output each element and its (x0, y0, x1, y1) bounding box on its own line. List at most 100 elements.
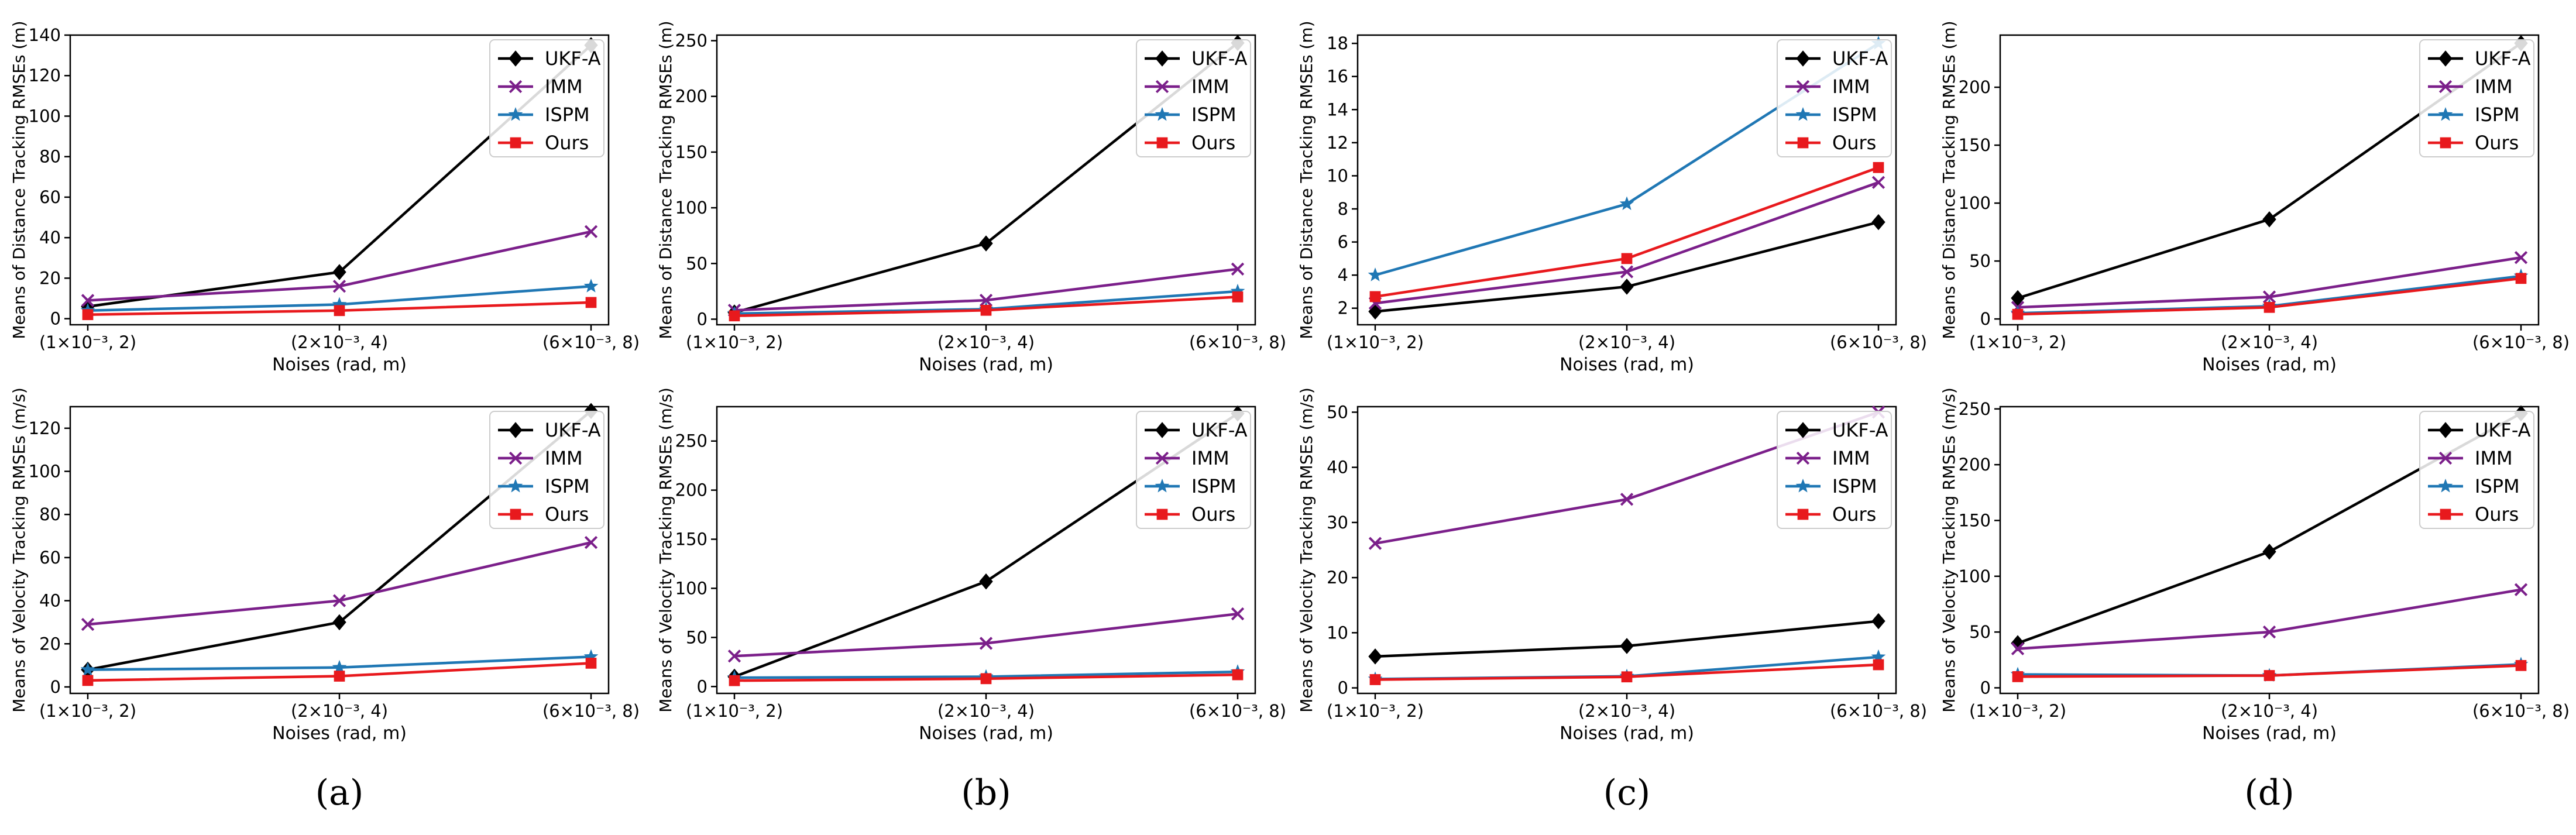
point-imm-0 (81, 617, 95, 631)
y-tick-label: 50 (686, 253, 707, 273)
point-ispm-1 (1619, 196, 1634, 210)
panel-d-distance: 0 50 100 150 200 (1×10⁻³, 2) (2×10⁻³, 4) (6×10⁻… (1939, 20, 2570, 375)
series-ours (82, 658, 597, 686)
x-tick-label: (2×10⁻³, 4) (1578, 332, 1675, 352)
x-tick-label: (2×10⁻³, 4) (291, 701, 388, 721)
point-imm-1 (2262, 290, 2276, 304)
point-ours-0 (729, 310, 740, 322)
x-axis-label: Noises (rad, m) (1560, 355, 1694, 375)
y-tick-label: 4 (1338, 265, 1348, 285)
legend-label-ours: Ours (1832, 503, 1876, 525)
legend-label-ours: Ours (545, 503, 589, 525)
legend-marker-ours (2440, 137, 2451, 149)
legend-marker-imm (2438, 451, 2453, 465)
x-tick-label: (2×10⁻³, 4) (2221, 332, 2318, 352)
point-imm-2-stroke-b (2514, 250, 2528, 264)
legend-marker-imm (1796, 80, 1810, 94)
legend-marker-imm-stroke-b (1155, 80, 1169, 94)
legend-marker-imm-stroke-b (2438, 80, 2453, 94)
legend-label-ispm: ISPM (2475, 104, 2520, 126)
y-tick-label: 50 (1327, 402, 1348, 422)
legend-marker-ukf-a (1155, 50, 1169, 67)
y-axis-label: Means of Distance Tracking RMSEs (m) (1297, 20, 1316, 339)
point-imm-2 (584, 535, 598, 549)
legend-label-imm: IMM (545, 75, 583, 98)
x-tick-label: (6×10⁻³, 8) (542, 701, 640, 721)
point-imm-0-stroke-b (1368, 537, 1382, 550)
point-imm-1-stroke-b (1620, 493, 1634, 506)
point-ispm-2 (583, 279, 599, 293)
legend: UKF-A IMM ISPM Ours (1777, 39, 1892, 157)
point-ours-1 (1621, 253, 1633, 264)
legend-label-imm: IMM (545, 447, 583, 469)
series-ours (729, 669, 1244, 686)
point-imm-2 (1231, 262, 1245, 276)
point-ours-0 (729, 675, 740, 686)
legend-label-imm: IMM (1191, 447, 1229, 469)
point-imm-1 (1620, 493, 1634, 506)
series-imm (81, 225, 598, 307)
legend-marker-imm-stroke-b (1155, 451, 1169, 465)
point-ours-1 (334, 671, 345, 682)
point-ours-1 (980, 304, 992, 316)
y-tick-label: 250 (675, 431, 707, 451)
y-tick-label: 120 (29, 418, 61, 438)
y-axis-label: Means of Velocity Tracking RMSEs (m/s) (1297, 387, 1316, 713)
x-tick-label: (1×10⁻³, 2) (686, 332, 783, 352)
point-imm-1 (332, 594, 346, 607)
legend-label-ukf-a: UKF-A (545, 47, 601, 70)
panel-d-velocity: 0 50 100 150 200 250 (1×10⁻³, 2) (2×10⁻³, 4) (6×… (1939, 387, 2570, 744)
point-imm-1 (979, 637, 993, 650)
point-ukf-a-1 (979, 235, 993, 252)
x-tick-label: (1×10⁻³, 2) (1969, 701, 2066, 721)
point-imm-2-stroke-b (584, 535, 598, 549)
point-imm-2 (1871, 176, 1885, 189)
caption-0: (a) (315, 772, 364, 813)
legend: UKF-A IMM ISPM Ours (1777, 411, 1892, 529)
x-tick-label: (2×10⁻³, 4) (1578, 701, 1675, 721)
y-tick-label: 0 (1338, 678, 1348, 698)
legend-box (1777, 39, 1892, 157)
series-imm (2011, 583, 2528, 655)
legend-marker-imm-stroke-b (1796, 451, 1810, 465)
point-imm-1-stroke-b (1620, 265, 1634, 279)
x-tick-label: (2×10⁻³, 4) (937, 701, 1035, 721)
point-ukf-a-1 (2262, 544, 2276, 560)
legend-marker-ispm (2438, 107, 2453, 121)
point-imm-2-stroke-b (1231, 262, 1245, 276)
legend-label-ukf-a: UKF-A (1191, 47, 1248, 70)
point-imm-0 (727, 650, 741, 663)
y-tick-label: 100 (675, 578, 707, 598)
y-tick-label: 8 (1338, 199, 1348, 219)
point-imm-1-stroke-b (979, 293, 993, 307)
y-axis-label: Means of Distance Tracking RMSEs (m) (656, 20, 675, 339)
point-ours-2 (2515, 273, 2527, 284)
x-tick-label: (1×10⁻³, 2) (1969, 332, 2066, 352)
x-tick-label: (1×10⁻³, 2) (1327, 701, 1424, 721)
point-imm-2 (584, 225, 598, 238)
legend: UKF-A IMM ISPM Ours (2419, 411, 2534, 529)
y-tick-label: 12 (1327, 133, 1348, 153)
y-tick-label: 0 (697, 309, 707, 329)
series-line-ours (1375, 166, 1879, 298)
point-ours-2 (1232, 669, 1244, 681)
y-tick-label: 0 (1980, 309, 1991, 329)
caption-2: (c) (1603, 772, 1650, 813)
x-tick-label: (1×10⁻³, 2) (686, 701, 783, 721)
legend-marker-imm (1796, 451, 1810, 465)
caption-1: (b) (961, 772, 1011, 813)
legend-label-ispm: ISPM (545, 104, 590, 126)
legend-marker-imm-stroke-b (509, 451, 523, 465)
y-tick-label: 16 (1327, 67, 1348, 87)
y-tick-label: 100 (29, 462, 61, 482)
legend-marker-ours (1797, 137, 1809, 149)
legend-label-ispm: ISPM (1191, 104, 1237, 126)
point-imm-1-stroke-b (2262, 625, 2276, 639)
legend: UKF-A IMM ISPM Ours (489, 39, 604, 157)
point-ukf-a-1 (1620, 638, 1634, 654)
legend-label-imm: IMM (1191, 75, 1229, 98)
point-imm-2-stroke-b (1231, 607, 1245, 621)
series-ours (2012, 273, 2527, 320)
